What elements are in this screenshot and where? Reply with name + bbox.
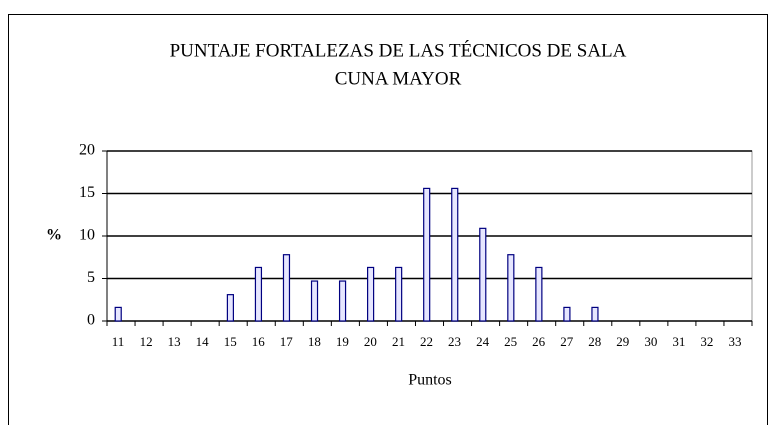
x-tick-label: 25 bbox=[504, 334, 517, 349]
x-tick-label: 16 bbox=[252, 334, 266, 349]
bar bbox=[507, 254, 515, 322]
bar bbox=[367, 266, 375, 322]
bar bbox=[338, 280, 347, 322]
x-tick-label: 17 bbox=[280, 334, 294, 349]
x-tick-label: 26 bbox=[532, 334, 546, 349]
bar bbox=[310, 280, 319, 322]
x-tick-label: 11 bbox=[112, 334, 125, 349]
x-tick-label: 14 bbox=[196, 334, 210, 349]
y-tick-label: 0 bbox=[87, 312, 95, 329]
y-tick-label: 20 bbox=[79, 142, 95, 159]
bar bbox=[114, 306, 122, 322]
bar bbox=[254, 266, 263, 322]
y-tick-label: 15 bbox=[79, 184, 95, 201]
chart-title: PUNTAJE FORTALEZAS DE LAS TÉCNICOS DE SA… bbox=[170, 39, 627, 61]
x-tick-label: 12 bbox=[140, 334, 153, 349]
y-tick-label: 10 bbox=[79, 227, 95, 244]
x-tick-label: 28 bbox=[588, 334, 601, 349]
x-tick-label: 30 bbox=[644, 334, 657, 349]
x-tick-label: 13 bbox=[168, 334, 181, 349]
x-tick-label: 20 bbox=[364, 334, 377, 349]
x-tick-label: 22 bbox=[420, 334, 433, 349]
x-tick-label: 24 bbox=[476, 334, 490, 349]
x-tick-label: 27 bbox=[560, 334, 574, 349]
bar bbox=[479, 227, 487, 322]
x-tick-label: 18 bbox=[308, 334, 321, 349]
x-tick-label: 31 bbox=[672, 334, 685, 349]
chart-frame bbox=[8, 14, 768, 425]
bar bbox=[423, 187, 431, 322]
bar bbox=[451, 187, 459, 322]
bar bbox=[226, 294, 234, 322]
x-tick-label: 23 bbox=[448, 334, 461, 349]
x-axis-label: Puntos bbox=[408, 372, 452, 389]
x-tick-label: 21 bbox=[392, 334, 405, 349]
y-axis-label: % bbox=[46, 227, 62, 244]
bar bbox=[591, 306, 599, 322]
x-tick-label: 29 bbox=[616, 334, 629, 349]
x-tick-label: 15 bbox=[224, 334, 237, 349]
x-tick-label: 19 bbox=[336, 334, 349, 349]
bar bbox=[535, 266, 543, 322]
bar bbox=[563, 306, 571, 322]
bar bbox=[282, 254, 291, 322]
chart-title: CUNA MAYOR bbox=[335, 68, 462, 89]
x-tick-label: 32 bbox=[700, 334, 713, 349]
x-tick-label: 33 bbox=[728, 334, 741, 349]
bar bbox=[395, 266, 403, 322]
y-tick-label: 5 bbox=[87, 269, 95, 286]
